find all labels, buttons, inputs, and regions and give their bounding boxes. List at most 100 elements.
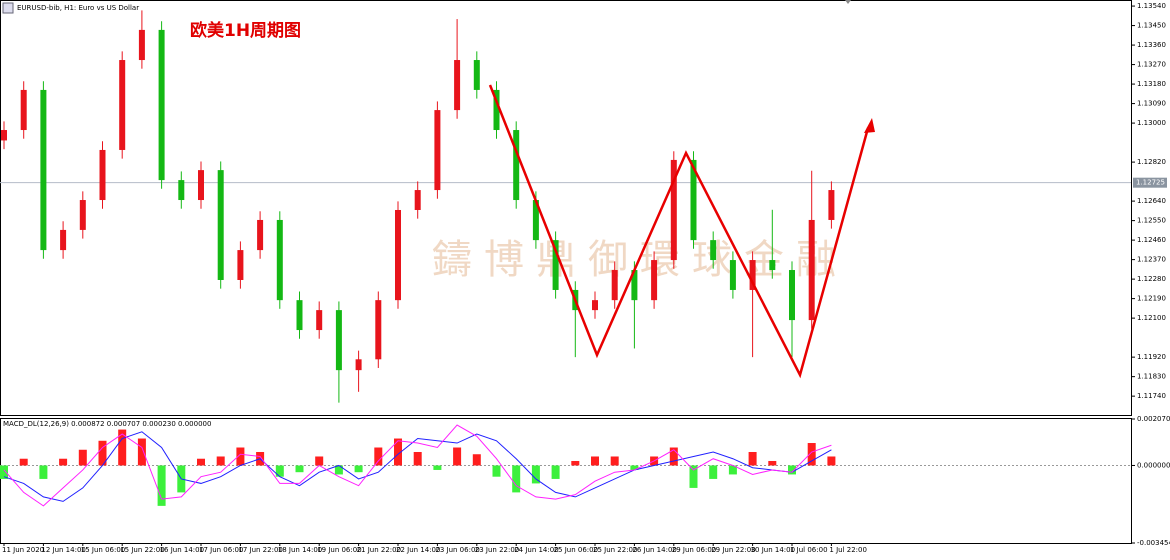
x-tick-label: 25 Jun 22:00 (593, 546, 637, 554)
scroll-marker (845, 0, 851, 4)
candle-body (276, 219, 283, 301)
candle-body (217, 170, 224, 280)
candle-body (395, 209, 401, 301)
candle-body (729, 260, 736, 290)
histogram-bar (334, 465, 343, 475)
candle-body (119, 60, 126, 150)
candle-body (335, 310, 342, 371)
histogram-bar (315, 456, 324, 466)
macd-line (3, 424, 832, 507)
candle-body (808, 219, 815, 321)
histogram-bar (689, 465, 698, 488)
candle-body (60, 229, 67, 251)
current-price-label: 1.12725 (1136, 179, 1165, 187)
candle-body (631, 270, 638, 301)
y-tick-label: 1.12280 (1137, 275, 1166, 283)
x-tick-label: 16 Jun 14:00 (160, 546, 204, 554)
x-tick-label: 12 Jun 14:00 (41, 546, 85, 554)
histogram-bar (551, 465, 560, 479)
candle-body (828, 190, 835, 220)
histogram-bar (19, 458, 28, 466)
histogram-bar (571, 460, 580, 466)
x-tick-label: 25 Jun 06:00 (554, 546, 598, 554)
histogram-bar (610, 456, 619, 466)
histogram-bar (354, 465, 363, 473)
histogram-bar (216, 456, 225, 466)
histogram-bar (728, 465, 737, 475)
histogram-bar (788, 465, 796, 475)
histogram-bar (827, 456, 836, 466)
candle-body (670, 159, 677, 261)
y-tick-label: 1.13360 (1137, 41, 1166, 49)
x-tick-label: 29 Jun 06:00 (672, 546, 716, 554)
candle-body (769, 260, 776, 271)
y-tick-label: 1.12100 (1137, 314, 1166, 322)
y-tick-label: 0.002070 (1137, 415, 1170, 423)
x-tick-label: 15 Jun 06:00 (81, 546, 125, 554)
histogram-bar (39, 465, 48, 479)
histogram-bar (512, 465, 521, 493)
histogram-bar (492, 465, 501, 477)
histogram-bar (709, 465, 718, 479)
chart-icon (2, 2, 14, 14)
x-tick-label: 23 Jun 22:00 (475, 546, 519, 554)
x-tick-label: 26 Jun 14:00 (632, 546, 676, 554)
histogram-bar (394, 438, 402, 466)
x-tick-label: 29 Jun 22:00 (711, 546, 755, 554)
x-tick-label: 24 Jun 14:00 (514, 546, 558, 554)
candle-body (710, 240, 717, 261)
y-tick-label: 1.12460 (1137, 236, 1166, 244)
y-tick-label: 1.13180 (1137, 80, 1166, 88)
x-tick-label: 1 Jul 22:00 (829, 546, 867, 554)
pattern-line (488, 84, 870, 379)
x-tick-label: 21 Jun 22:00 (357, 546, 401, 554)
x-tick-label: 11 Jun 2020 (2, 546, 44, 554)
y-tick-label: 1.12640 (1137, 197, 1166, 205)
macd-line (3, 431, 832, 502)
candle-body (414, 190, 421, 210)
x-tick-label: 30 Jun 14:00 (751, 546, 795, 554)
candle-body (651, 260, 658, 301)
candle-body (454, 60, 461, 111)
y-tick-label: 1.13540 (1137, 2, 1166, 10)
candle-body (178, 180, 185, 201)
histogram-bar (413, 451, 422, 466)
x-tick-label: 22 Jun 14:00 (396, 546, 440, 554)
candle-body (237, 250, 244, 280)
pattern-arrow (864, 118, 875, 133)
price-pane (0, 0, 1132, 416)
candle-body (40, 89, 47, 251)
histogram-bar (453, 447, 462, 466)
candle-body (257, 219, 264, 251)
candle-body (198, 170, 204, 201)
y-tick-label: 1.12550 (1137, 217, 1166, 225)
candle-body (1, 130, 7, 141)
candle-body (158, 29, 165, 181)
candle-body (690, 159, 697, 241)
histogram-bar (236, 447, 245, 466)
histogram-bar (630, 465, 639, 470)
x-tick-label: 18 Jun 14:00 (278, 546, 322, 554)
candle-body (79, 200, 86, 230)
chart-title: EURUSD-bib, H1: Euro vs US Dollar (17, 4, 139, 12)
y-tick-label: 0.000000 (1137, 461, 1170, 469)
y-tick-label: 1.11740 (1137, 392, 1166, 400)
histogram-bar (748, 451, 757, 466)
candle-body (789, 270, 795, 321)
candle-body (434, 110, 441, 191)
candle-body (493, 89, 500, 131)
candle-body (749, 260, 756, 290)
y-tick-label: 1.13090 (1137, 100, 1166, 108)
candle-body (99, 149, 106, 201)
y-tick-label: -0.003454 (1137, 539, 1170, 547)
y-tick-label: 1.13270 (1137, 61, 1166, 69)
histogram-bar (78, 449, 87, 466)
histogram-bar (669, 447, 678, 466)
histogram-bar (531, 465, 540, 484)
current-price-box (1133, 177, 1167, 188)
y-tick-label: 1.12190 (1137, 295, 1166, 303)
x-tick-label: 17 Jun 06:00 (199, 546, 243, 554)
candle-body (316, 310, 323, 331)
